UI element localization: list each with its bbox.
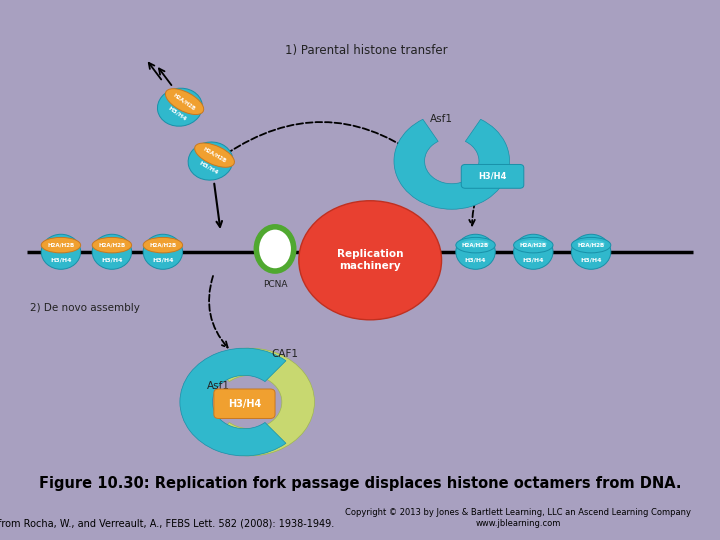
Wedge shape xyxy=(180,348,286,456)
Ellipse shape xyxy=(256,227,294,271)
Text: 1) Parental histone transfer: 1) Parental histone transfer xyxy=(285,44,448,57)
Text: H3/H4: H3/H4 xyxy=(478,172,507,181)
Text: H2A/H2B: H2A/H2B xyxy=(462,242,489,248)
Wedge shape xyxy=(394,119,510,209)
Text: PCNA: PCNA xyxy=(263,280,287,289)
Text: H2A/H2B: H2A/H2B xyxy=(520,242,547,248)
Text: Asf1: Asf1 xyxy=(430,113,453,124)
Text: H3/H4: H3/H4 xyxy=(102,258,122,262)
FancyBboxPatch shape xyxy=(462,165,524,188)
Circle shape xyxy=(299,201,441,320)
Text: H3/H4: H3/H4 xyxy=(167,106,188,122)
Ellipse shape xyxy=(166,89,204,114)
Text: Asf1: Asf1 xyxy=(207,381,230,391)
Ellipse shape xyxy=(572,234,611,269)
Text: H2A/H2B: H2A/H2B xyxy=(202,146,227,164)
Ellipse shape xyxy=(456,234,495,269)
Text: H3/H4: H3/H4 xyxy=(523,258,544,262)
Text: H2A/H2B: H2A/H2B xyxy=(577,242,605,248)
Text: H3/H4: H3/H4 xyxy=(228,399,261,409)
Ellipse shape xyxy=(143,238,183,253)
Text: H2A/H2B: H2A/H2B xyxy=(173,92,197,111)
Ellipse shape xyxy=(92,238,132,253)
Ellipse shape xyxy=(143,234,183,269)
Text: CAF1: CAF1 xyxy=(271,349,299,359)
Text: H3/H4: H3/H4 xyxy=(50,258,72,262)
Text: H3/H4: H3/H4 xyxy=(465,258,486,262)
Ellipse shape xyxy=(158,88,202,126)
Text: Figure 10.30: Replication fork passage displaces histone octamers from DNA.: Figure 10.30: Replication fork passage d… xyxy=(39,476,681,491)
Wedge shape xyxy=(208,348,315,456)
Ellipse shape xyxy=(456,238,495,253)
Text: 2) De novo assembly: 2) De novo assembly xyxy=(30,303,140,314)
Text: H3/H4: H3/H4 xyxy=(198,160,219,176)
Text: Replication
machinery: Replication machinery xyxy=(337,249,403,271)
Ellipse shape xyxy=(266,237,284,261)
Ellipse shape xyxy=(520,240,547,247)
FancyBboxPatch shape xyxy=(214,389,275,419)
Ellipse shape xyxy=(577,240,605,247)
Ellipse shape xyxy=(513,238,553,253)
Text: Copyright © 2013 by Jones & Bartlett Learning, LLC an Ascend Learning Company
ww: Copyright © 2013 by Jones & Bartlett Lea… xyxy=(346,508,691,528)
Ellipse shape xyxy=(462,240,490,247)
Ellipse shape xyxy=(572,238,611,253)
Ellipse shape xyxy=(188,142,233,180)
Text: H3/H4: H3/H4 xyxy=(580,258,602,262)
Text: H2A/H2B: H2A/H2B xyxy=(48,242,75,248)
Text: H2A/H2B: H2A/H2B xyxy=(99,242,125,248)
Text: Adapted from Rocha, W., and Verreault, A., FEBS Lett. 582 (2008): 1938-1949.: Adapted from Rocha, W., and Verreault, A… xyxy=(0,519,334,529)
Ellipse shape xyxy=(513,234,553,269)
Ellipse shape xyxy=(194,143,235,167)
Text: H3/H4: H3/H4 xyxy=(152,258,174,262)
Text: H2A/H2B: H2A/H2B xyxy=(149,242,176,248)
Ellipse shape xyxy=(41,238,81,253)
Ellipse shape xyxy=(41,234,81,269)
Ellipse shape xyxy=(92,234,132,269)
